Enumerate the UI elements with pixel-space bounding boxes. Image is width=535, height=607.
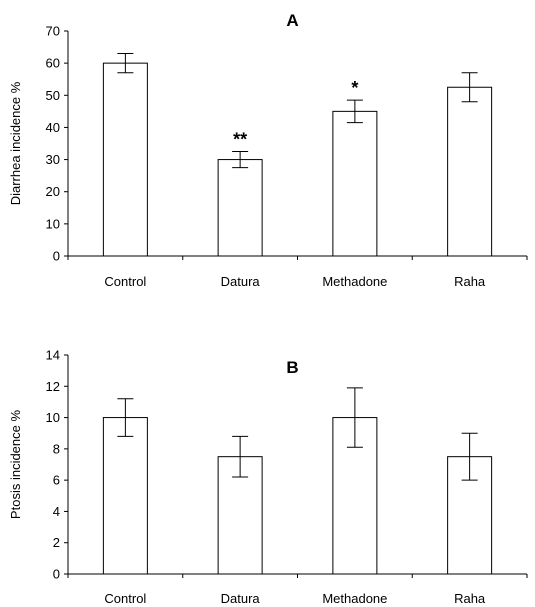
chart-panel-a: 0 10 20 30 40 50 60 70 Control Datura ** Methadone *… xyxy=(8,11,528,289)
y-axis-label: Diarrhea incidence % xyxy=(8,81,23,205)
category-label: Methadone xyxy=(322,274,387,289)
bar-raha xyxy=(447,86,493,257)
y-tick-label: 10 xyxy=(46,410,60,425)
bar-datura xyxy=(217,159,263,257)
y-tick-label: 0 xyxy=(53,567,60,582)
category-label: Control xyxy=(104,274,146,289)
significance-marker: * xyxy=(351,78,358,98)
category-label: Raha xyxy=(454,591,486,606)
y-tick-label: 50 xyxy=(46,88,60,103)
y-axis-label: Ptosis incidence % xyxy=(8,410,23,520)
y-tick-label: 0 xyxy=(53,249,60,264)
category-label: Raha xyxy=(454,274,486,289)
category-label: Datura xyxy=(221,591,261,606)
category-label: Control xyxy=(104,591,146,606)
category-label: Datura xyxy=(221,274,261,289)
y-tick-label: 6 xyxy=(53,473,60,488)
y-tick-label: 12 xyxy=(46,379,60,394)
bar-control xyxy=(102,417,148,575)
y-tick-label: 30 xyxy=(46,152,60,167)
y-tick-label: 2 xyxy=(53,535,60,550)
chart-title: B xyxy=(286,358,298,377)
bar-control xyxy=(102,62,148,257)
y-tick-label: 4 xyxy=(53,504,60,519)
y-tick-label: 70 xyxy=(46,24,60,39)
y-tick-label: 8 xyxy=(53,441,60,456)
y-tick-label: 60 xyxy=(46,56,60,71)
y-tick-label: 14 xyxy=(46,348,60,363)
category-label: Methadone xyxy=(322,591,387,606)
y-tick-label: 40 xyxy=(46,120,60,135)
significance-marker: ** xyxy=(233,130,247,150)
chart-panel-b: 0 2 4 6 8 10 12 14 Control Datura Methadone Raha B Pt… xyxy=(8,348,528,606)
y-tick-label: 20 xyxy=(46,184,60,199)
bar-methadone xyxy=(332,110,378,257)
chart-title: A xyxy=(286,11,298,30)
y-tick-label: 10 xyxy=(46,216,60,231)
